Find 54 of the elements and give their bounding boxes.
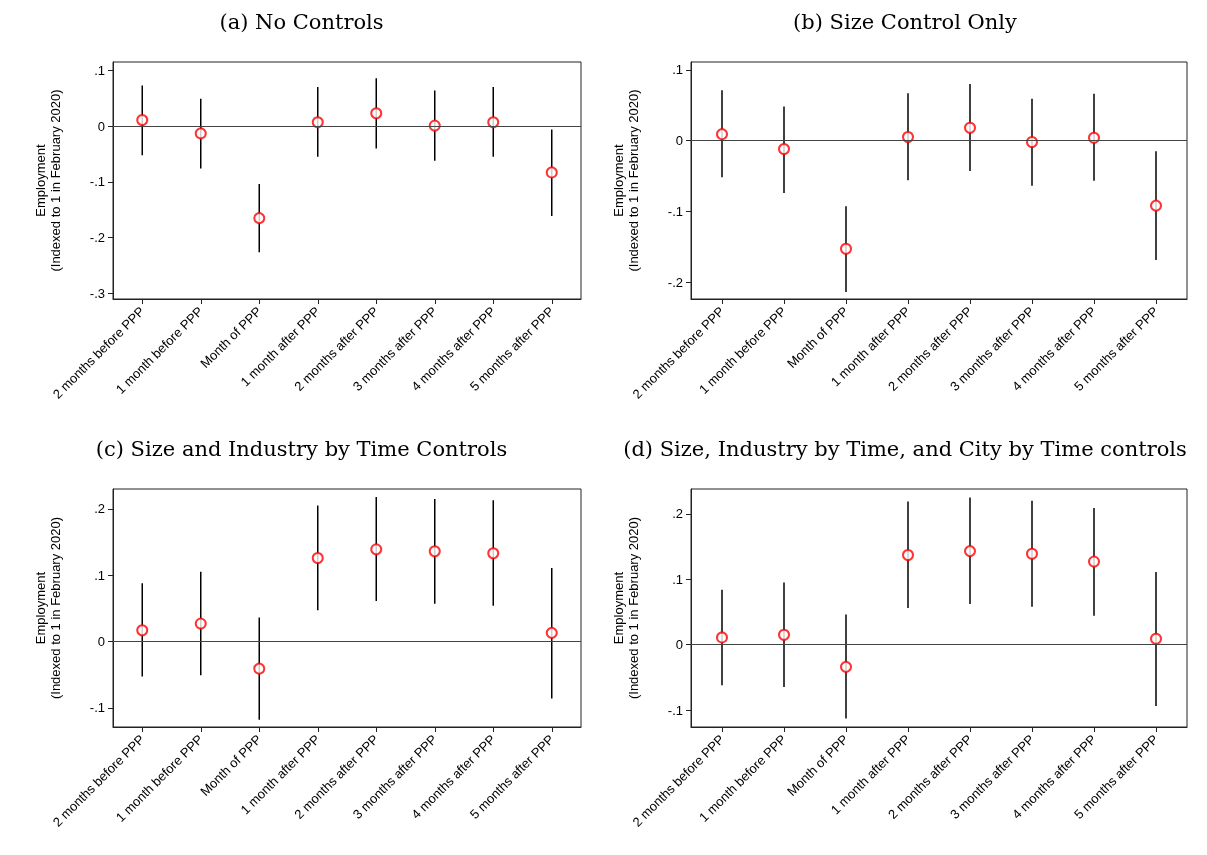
y-tick-label: .1 [672,62,683,78]
y-tick-label: -.1 [667,203,683,219]
point [136,624,149,637]
y-axis-title: Employment (Indexed to 1 in February 2020) [33,89,63,272]
point [311,551,324,564]
y-tick-label: -.2 [667,274,683,290]
point [902,549,914,562]
y-tick-label: -.3 [89,285,105,301]
y-tick-label: 0 [675,637,683,653]
point [428,545,441,558]
point [545,166,558,179]
y-tick-label: .2 [672,506,683,522]
point [964,121,976,134]
point [716,128,728,141]
point [194,617,207,630]
y-axis-title: Employment (Indexed to 1 in February 2020) [611,89,641,272]
y-tick-label: 0 [97,633,105,649]
point [902,130,914,143]
y-tick-label: 0 [97,118,105,134]
point [253,662,266,675]
y-axis-title: Employment (Indexed to 1 in February 2020) [611,516,641,700]
point [487,116,500,129]
point [311,116,324,129]
y-tick-label: .1 [94,62,105,78]
y-tick-label: -.1 [89,700,105,716]
point [136,114,149,126]
y-tick-label: 0 [675,133,683,149]
point [545,626,558,639]
point [1088,555,1100,568]
point [1150,199,1162,212]
point [370,543,383,556]
point [370,107,383,120]
y-tick-label: -.1 [89,174,105,190]
point [1026,547,1038,560]
y-axis-title: Employment (Indexed to 1 in February 2020) [33,516,63,700]
chart-title: (c) Size and Industry by Time Controls [95,436,508,461]
y-tick-label: .2 [94,501,105,517]
y-tick-label: -.1 [667,702,683,718]
point [716,631,728,644]
chart-title: (b) Size Control Only [793,9,1018,34]
chart-title: (d) Size, Industry by Time, and City by Time controls [623,436,1187,461]
chart-title: (a) No Controls [219,9,384,34]
point [840,242,852,255]
point [778,628,790,641]
point [840,660,852,673]
point [964,545,976,558]
point [487,547,500,560]
y-tick-label: -.2 [89,230,105,246]
point [194,127,207,140]
point [1150,632,1162,645]
point [778,143,790,156]
y-tick-label: .1 [94,567,105,583]
y-tick-label: .1 [672,571,683,587]
point [253,212,266,225]
